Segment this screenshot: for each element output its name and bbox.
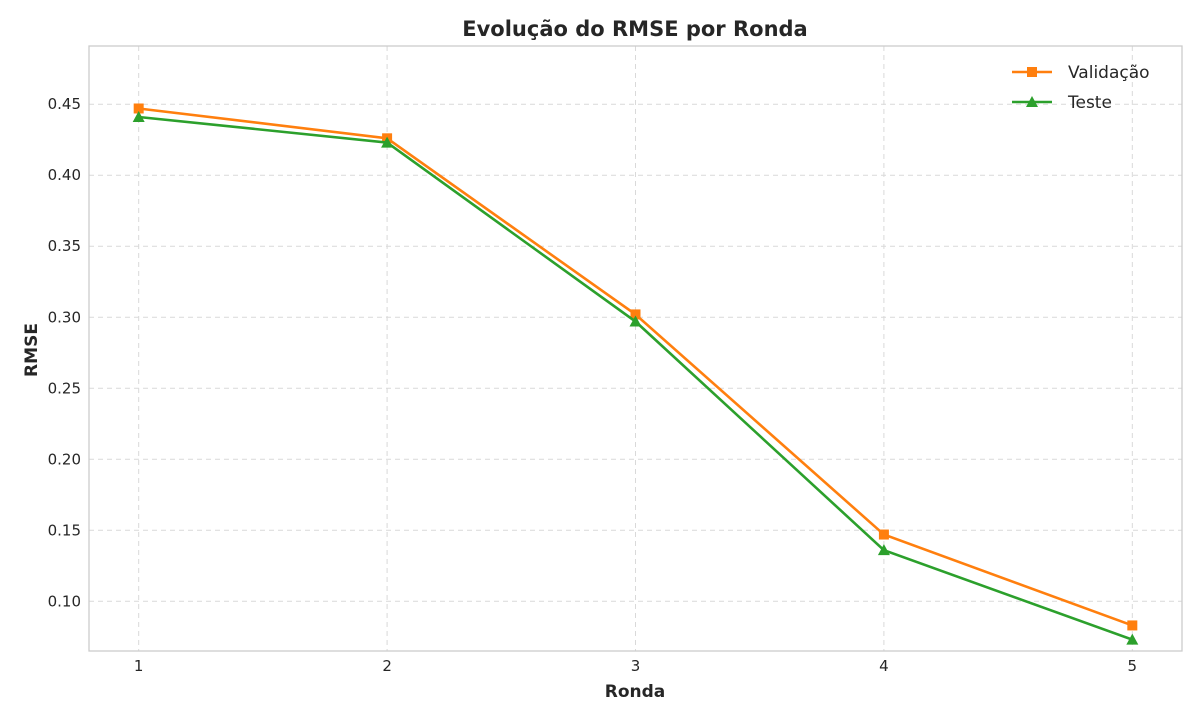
x-tick-label: 3 <box>631 657 641 675</box>
y-tick-label: 0.15 <box>48 521 81 539</box>
x-tick-label: 5 <box>1128 657 1138 675</box>
x-tick-label: 2 <box>382 657 392 675</box>
series-teste <box>132 111 1139 645</box>
legend-item: Validação <box>1012 63 1150 83</box>
chart-title: Evolução do RMSE por Ronda <box>462 17 807 41</box>
legend-label: Teste <box>1067 93 1112 113</box>
y-axis-label: RMSE <box>22 323 42 377</box>
series-group <box>132 103 1139 645</box>
data-point-square <box>630 309 641 320</box>
data-point-square <box>1127 620 1138 631</box>
data-point-triangle <box>381 136 394 148</box>
x-tick-label: 4 <box>879 657 889 675</box>
legend-item: Teste <box>1012 93 1112 113</box>
plot-area <box>88 45 1183 652</box>
y-tick-label: 0.20 <box>48 450 81 468</box>
y-tick-label: 0.35 <box>48 237 81 255</box>
data-point-triangle <box>877 544 890 556</box>
legend-marker-triangle <box>1026 96 1038 107</box>
series-line <box>138 107 1133 627</box>
data-point-triangle <box>132 111 145 123</box>
x-axis-label: Ronda <box>605 682 666 702</box>
data-point-square <box>133 103 144 114</box>
y-tick-label: 0.40 <box>48 166 81 184</box>
data-point-triangle <box>1126 633 1139 645</box>
data-point-square <box>878 529 889 540</box>
x-tick-label: 1 <box>134 657 144 675</box>
y-tick-label: 0.25 <box>48 379 81 397</box>
y-tick-label: 0.45 <box>48 95 81 113</box>
grid <box>89 46 1182 651</box>
y-tick-label: 0.30 <box>48 308 81 326</box>
legend: Validação Teste <box>1012 63 1150 113</box>
axis-ticks: 1 2 3 4 5 0.10 0.15 0.20 0.25 0.30 0.35 0.40 0.45 <box>48 95 1137 675</box>
legend-marker-square <box>1027 67 1037 77</box>
legend-label: Validação <box>1068 63 1150 83</box>
y-tick-label: 0.10 <box>48 592 81 610</box>
data-point-triangle <box>629 315 642 327</box>
